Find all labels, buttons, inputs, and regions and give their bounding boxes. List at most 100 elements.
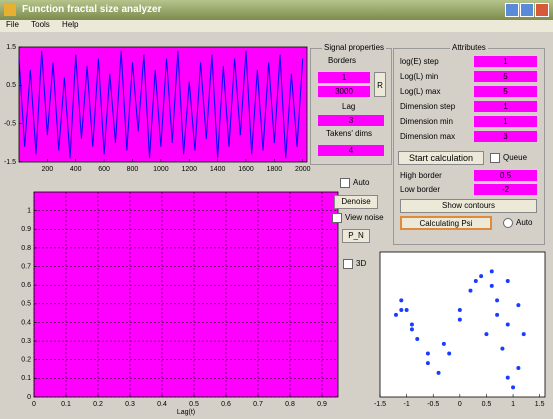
- radio-circle[interactable]: [503, 218, 513, 228]
- view-noise-checkbox[interactable]: View noise: [332, 213, 384, 223]
- plot-area: [379, 251, 546, 398]
- x-tick-label: 0.6: [221, 401, 231, 408]
- y-tick-label: -0.5: [4, 121, 16, 128]
- scatter-point: [457, 308, 462, 312]
- checkbox-box[interactable]: [343, 259, 353, 269]
- input[interactable]: 1: [318, 72, 370, 83]
- x-tick-label: 0.2: [93, 401, 103, 408]
- label: Log(L) max: [400, 87, 441, 96]
- x-tick-label: 200: [42, 166, 54, 173]
- scatter-point: [495, 298, 500, 303]
- input[interactable]: 5: [474, 71, 537, 82]
- label: High border: [400, 171, 442, 180]
- scatter-point: [489, 269, 494, 274]
- x-tick-label: 0.9: [317, 401, 327, 408]
- y-tick-label: 1.5: [6, 44, 16, 51]
- input[interactable]: -2: [474, 184, 537, 195]
- scatter-point: [516, 303, 521, 308]
- input[interactable]: 1: [474, 101, 537, 112]
- x-tick-label: 600: [98, 166, 110, 173]
- menu-bar: File Tools Help: [0, 20, 553, 32]
- scatter-point: [495, 312, 500, 317]
- scatter-point: [441, 341, 446, 346]
- checkbox-box[interactable]: [340, 178, 350, 188]
- y-tick-label: 1: [27, 207, 31, 214]
- x-tick-label: 0.8: [285, 401, 295, 408]
- label: Log(L) min: [400, 72, 439, 81]
- x-tick-label: 0: [458, 401, 462, 408]
- input[interactable]: 5: [474, 86, 537, 97]
- y-tick-label: -1.5: [4, 159, 16, 166]
- y-tick-label: 0.2: [21, 357, 31, 364]
- input[interactable]: 3: [318, 115, 384, 126]
- checkbox-box[interactable]: [490, 153, 500, 163]
- x-axis-label: Lag(t): [177, 409, 195, 416]
- label: 3D: [356, 259, 367, 269]
- scatter-point: [505, 375, 510, 380]
- plot-area: [18, 46, 308, 163]
- menu-item[interactable]: File: [6, 20, 19, 29]
- scatter-point: [484, 332, 489, 337]
- scatter-point: [468, 288, 473, 293]
- auto-radio[interactable]: Auto: [503, 218, 532, 228]
- x-tick-label: 1200: [181, 166, 197, 173]
- input[interactable]: 1: [474, 56, 537, 67]
- maximize-button[interactable]: [520, 3, 534, 17]
- x-tick-label: 0: [32, 401, 36, 408]
- close-button[interactable]: [535, 3, 549, 17]
- y-tick-label: 0.4: [21, 319, 31, 326]
- input[interactable]: 1: [474, 116, 537, 127]
- reset-button[interactable]: R: [374, 72, 386, 97]
- y-tick-label: 0.6: [21, 282, 31, 289]
- label: Dimension max: [400, 132, 456, 141]
- x-tick-label: -0.5: [427, 401, 439, 408]
- scatter-point: [436, 370, 441, 375]
- signal-line: [18, 50, 304, 159]
- y-tick-label: 0.5: [6, 82, 16, 89]
- x-tick-label: 400: [70, 166, 82, 173]
- label: Dimension step: [400, 102, 456, 111]
- panel-title: Attributes: [450, 43, 488, 52]
- scatter-point: [500, 346, 505, 351]
- minimize-button[interactable]: [505, 3, 519, 17]
- contours-button[interactable]: Show contours: [400, 199, 537, 213]
- y-tick-label: 0.7: [21, 263, 31, 270]
- y-tick-label: 0.9: [21, 226, 31, 233]
- scatter-point: [473, 279, 478, 283]
- x-tick-label: 0.3: [125, 401, 135, 408]
- y-tick-label: 0.1: [21, 375, 31, 382]
- input[interactable]: 3000: [318, 86, 370, 97]
- scatter-point: [505, 279, 510, 283]
- x-tick-label: 0.5: [482, 401, 492, 408]
- queue-checkbox[interactable]: Queue: [490, 153, 527, 163]
- label: log(E) step: [400, 57, 439, 66]
- scatter-point: [457, 317, 462, 322]
- x-tick-label: 0.7: [253, 401, 263, 408]
- start-button[interactable]: Start calculation: [398, 151, 484, 165]
- label: Dimension min: [400, 117, 453, 126]
- label: Takens' dims: [326, 129, 372, 138]
- 3d-checkbox[interactable]: 3D: [343, 259, 366, 269]
- scatter-point: [409, 322, 414, 327]
- label: Low border: [400, 185, 441, 194]
- scatter-point: [415, 337, 420, 341]
- scatter-point: [399, 298, 404, 303]
- checkbox-box[interactable]: [332, 213, 342, 223]
- x-tick-label: 800: [127, 166, 139, 173]
- scatter-point: [425, 351, 430, 356]
- label: Auto: [516, 218, 533, 228]
- x-tick-label: 1400: [210, 166, 226, 173]
- denoise-button[interactable]: Denoise: [334, 195, 378, 209]
- input[interactable]: 4: [318, 145, 384, 156]
- pn-button[interactable]: P_N: [342, 229, 370, 243]
- psi-button[interactable]: Calculating Psi: [400, 216, 492, 230]
- input[interactable]: 0.5: [474, 170, 537, 181]
- input[interactable]: 3: [474, 131, 537, 142]
- menu-item[interactable]: Help: [62, 20, 79, 29]
- plot-area: [33, 191, 339, 398]
- auto-checkbox[interactable]: Auto: [340, 178, 369, 188]
- menu-item[interactable]: Tools: [31, 20, 50, 29]
- x-tick-label: 0.5: [189, 401, 199, 408]
